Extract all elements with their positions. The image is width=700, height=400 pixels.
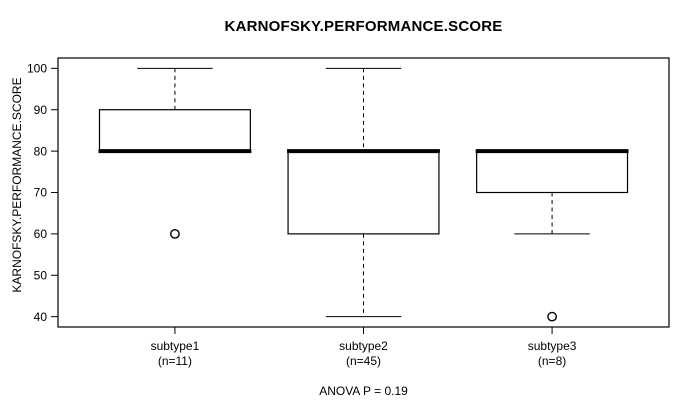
x-category-count: (n=8) [538, 354, 566, 368]
y-tick-label: 50 [34, 268, 48, 282]
outlier-point-subtype1 [170, 228, 180, 239]
anova-annotation: ANOVA P = 0.19 [319, 384, 408, 398]
chart-title: KARNOFSKY.PERFORMANCE.SCORE [224, 18, 503, 35]
outlier-point-subtype3 [547, 311, 557, 322]
y-tick-label: 40 [34, 310, 48, 324]
x-category-label: subtype2 [339, 339, 388, 353]
x-category-label: subtype3 [528, 339, 577, 353]
y-tick-label: 90 [34, 103, 48, 117]
y-tick-label: 100 [27, 62, 47, 76]
box-subtype3 [476, 150, 629, 194]
x-category-count: (n=11) [158, 354, 192, 368]
x-category-label: subtype1 [151, 339, 200, 353]
y-tick-label: 60 [34, 227, 48, 241]
box-subtype1 [98, 109, 251, 152]
box-subtype2 [287, 150, 440, 235]
y-tick-label: 80 [34, 144, 48, 158]
x-category-count: (n=45) [346, 354, 381, 368]
y-tick-label: 70 [34, 186, 48, 200]
